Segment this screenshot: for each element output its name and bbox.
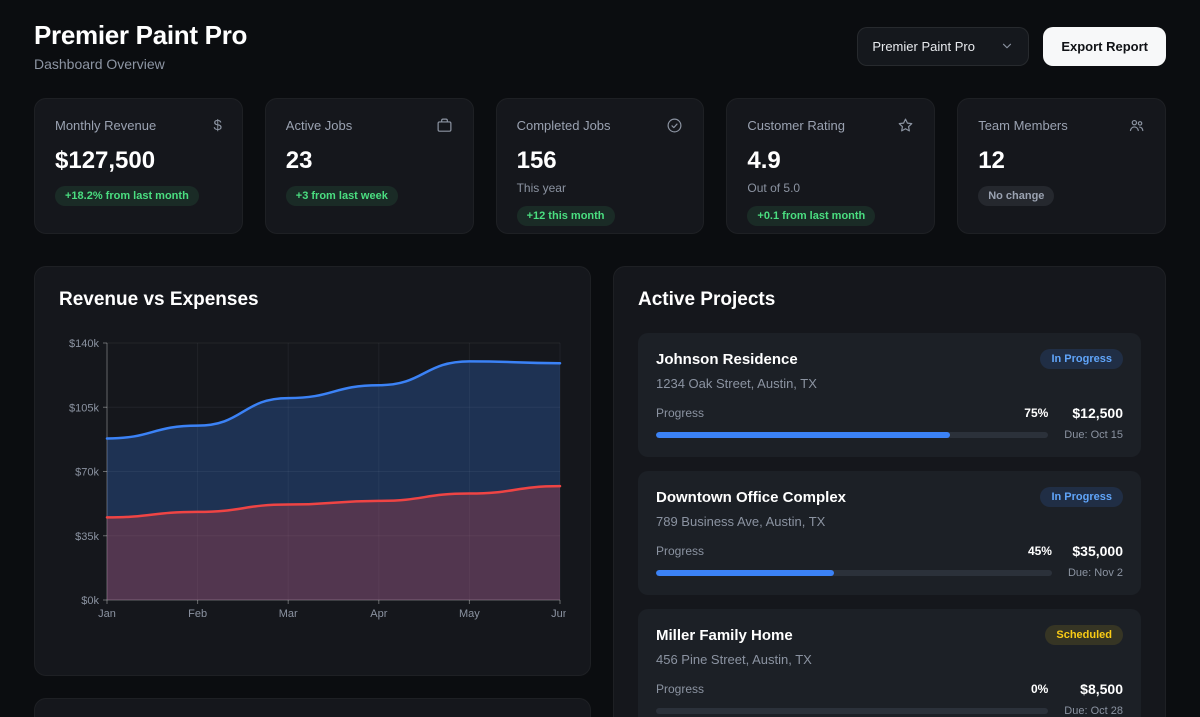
header-titles: Premier Paint Pro Dashboard Overview <box>34 20 247 72</box>
left-column: Revenue vs Expenses $0k $35k $70k $105k $140… <box>34 266 591 717</box>
project-amount: $8,500 <box>1064 681 1123 697</box>
stat-badge: +3 from last week <box>286 186 398 206</box>
stat-badge: +12 this month <box>517 206 615 226</box>
stat-sub: This year <box>517 181 684 195</box>
status-badge: In Progress <box>1040 349 1123 369</box>
dollar-icon: $ <box>213 117 221 134</box>
projects-title: Active Projects <box>638 289 1141 311</box>
project-due: Due: Nov 2 <box>1068 567 1123 579</box>
header-controls: Premier Paint Pro Export Report <box>857 27 1166 66</box>
svg-text:Apr: Apr <box>370 608 387 620</box>
page-title: Premier Paint Pro <box>34 20 247 51</box>
project-due: Due: Oct 28 <box>1064 705 1123 717</box>
project-address: 1234 Oak Street, Austin, TX <box>656 376 1123 391</box>
projects-list: Johnson Residence In Progress 1234 Oak S… <box>638 333 1141 717</box>
svg-text:$140k: $140k <box>69 338 99 350</box>
progress-bar <box>656 432 1048 438</box>
progress-bar <box>656 570 1052 576</box>
stat-label: Completed Jobs <box>517 118 611 133</box>
project-card-downtown-office-complex: Downtown Office Complex In Progress 789 … <box>638 471 1141 595</box>
progress-bar-fill <box>656 432 950 438</box>
svg-text:Jan: Jan <box>98 608 116 620</box>
stat-card-monthly-revenue: Monthly Revenue $ $127,500 +18.2% from l… <box>34 98 243 234</box>
stat-card-team-members: Team Members 12 No change <box>957 98 1166 234</box>
chart-title: Revenue vs Expenses <box>59 289 566 311</box>
svg-text:$70k: $70k <box>75 467 99 479</box>
dashboard-page: Premier Paint Pro Dashboard Overview Pre… <box>0 0 1200 717</box>
main-content: Revenue vs Expenses $0k $35k $70k $105k $140… <box>34 266 1166 717</box>
stat-value: 156 <box>517 147 684 175</box>
stat-label: Monthly Revenue <box>55 118 156 133</box>
project-due: Due: Oct 15 <box>1064 429 1123 441</box>
svg-text:Feb: Feb <box>188 608 207 620</box>
svg-text:$105k: $105k <box>69 402 99 414</box>
page-subtitle: Dashboard Overview <box>34 56 247 72</box>
header: Premier Paint Pro Dashboard Overview Pre… <box>34 20 1166 72</box>
progress-label: Progress <box>656 682 1015 696</box>
projects-panel: Active Projects Johnson Residence In Pro… <box>613 266 1166 717</box>
stats-row: Monthly Revenue $ $127,500 +18.2% from l… <box>34 98 1166 234</box>
check-circle-icon <box>666 117 683 134</box>
company-select[interactable]: Premier Paint Pro <box>857 27 1029 66</box>
users-icon <box>1128 117 1145 134</box>
svg-text:Jun: Jun <box>551 608 566 620</box>
svg-text:Mar: Mar <box>279 608 298 620</box>
stat-label: Active Jobs <box>286 118 352 133</box>
project-name: Downtown Office Complex <box>656 489 846 506</box>
stat-badge: +18.2% from last month <box>55 186 199 206</box>
chart-panel: Revenue vs Expenses $0k $35k $70k $105k $140… <box>34 266 591 676</box>
export-report-button[interactable]: Export Report <box>1043 27 1166 66</box>
progress-bar-fill <box>656 570 834 576</box>
project-name: Johnson Residence <box>656 351 798 368</box>
stat-badge: +0.1 from last month <box>747 206 875 226</box>
svg-text:$0k: $0k <box>81 595 99 607</box>
briefcase-icon <box>436 117 453 134</box>
company-select-value: Premier Paint Pro <box>872 39 975 54</box>
stat-card-completed-jobs: Completed Jobs 156 This year +12 this mo… <box>496 98 705 234</box>
project-address: 789 Business Ave, Austin, TX <box>656 514 1123 529</box>
progress-percent: 0% <box>1031 682 1048 696</box>
progress-percent: 45% <box>1028 544 1052 558</box>
star-icon <box>897 117 914 134</box>
stat-value: 23 <box>286 147 453 175</box>
status-badge: Scheduled <box>1045 625 1123 645</box>
stat-card-active-jobs: Active Jobs 23 +3 from last week <box>265 98 474 234</box>
svg-text:May: May <box>459 608 480 620</box>
project-card-johnson-residence: Johnson Residence In Progress 1234 Oak S… <box>638 333 1141 457</box>
progress-label: Progress <box>656 406 1008 420</box>
status-badge: In Progress <box>1040 487 1123 507</box>
stat-sub: Out of 5.0 <box>747 181 914 195</box>
progress-bar <box>656 708 1048 714</box>
chevron-down-icon <box>1000 39 1014 53</box>
revenue-expenses-chart: $0k $35k $70k $105k $140k Jan Feb Mar Apr May Jun <box>59 333 566 633</box>
progress-label: Progress <box>656 544 1012 558</box>
stat-value: 12 <box>978 147 1145 175</box>
stat-value: $127,500 <box>55 147 222 175</box>
stat-card-customer-rating: Customer Rating 4.9 Out of 5.0 +0.1 from… <box>726 98 935 234</box>
project-amount: $12,500 <box>1064 405 1123 421</box>
stat-label: Customer Rating <box>747 118 845 133</box>
stat-label: Team Members <box>978 118 1068 133</box>
project-amount: $35,000 <box>1068 543 1123 559</box>
stat-badge: No change <box>978 186 1054 206</box>
svg-text:$35k: $35k <box>75 531 99 543</box>
bottom-panel-stub <box>34 698 591 717</box>
project-card-miller-family-home: Miller Family Home Scheduled 456 Pine St… <box>638 609 1141 717</box>
stat-value: 4.9 <box>747 147 914 175</box>
project-address: 456 Pine Street, Austin, TX <box>656 652 1123 667</box>
project-name: Miller Family Home <box>656 627 793 644</box>
progress-percent: 75% <box>1024 406 1048 420</box>
